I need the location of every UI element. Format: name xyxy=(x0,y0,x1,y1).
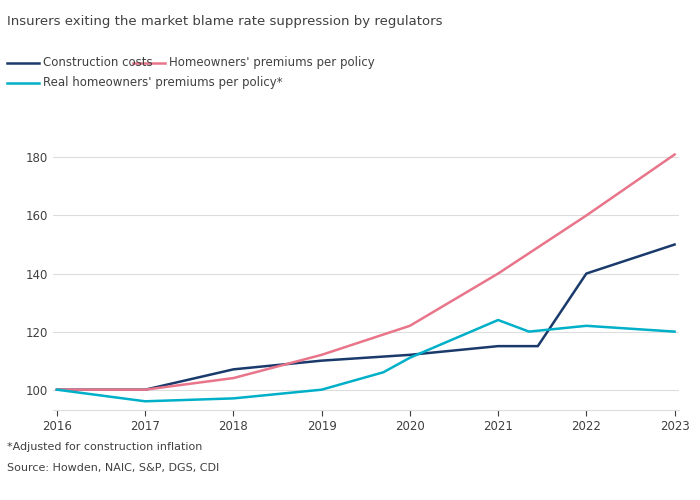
Text: Real homeowners' premiums per policy*: Real homeowners' premiums per policy* xyxy=(43,76,283,89)
Text: Homeowners' premiums per policy: Homeowners' premiums per policy xyxy=(169,56,375,69)
Text: Source: Howden, NAIC, S&P, DGS, CDI: Source: Howden, NAIC, S&P, DGS, CDI xyxy=(7,462,219,472)
Text: *Adjusted for construction inflation: *Adjusted for construction inflation xyxy=(7,442,202,452)
Text: Construction costs: Construction costs xyxy=(43,56,153,69)
Text: Insurers exiting the market blame rate suppression by regulators: Insurers exiting the market blame rate s… xyxy=(7,15,442,28)
